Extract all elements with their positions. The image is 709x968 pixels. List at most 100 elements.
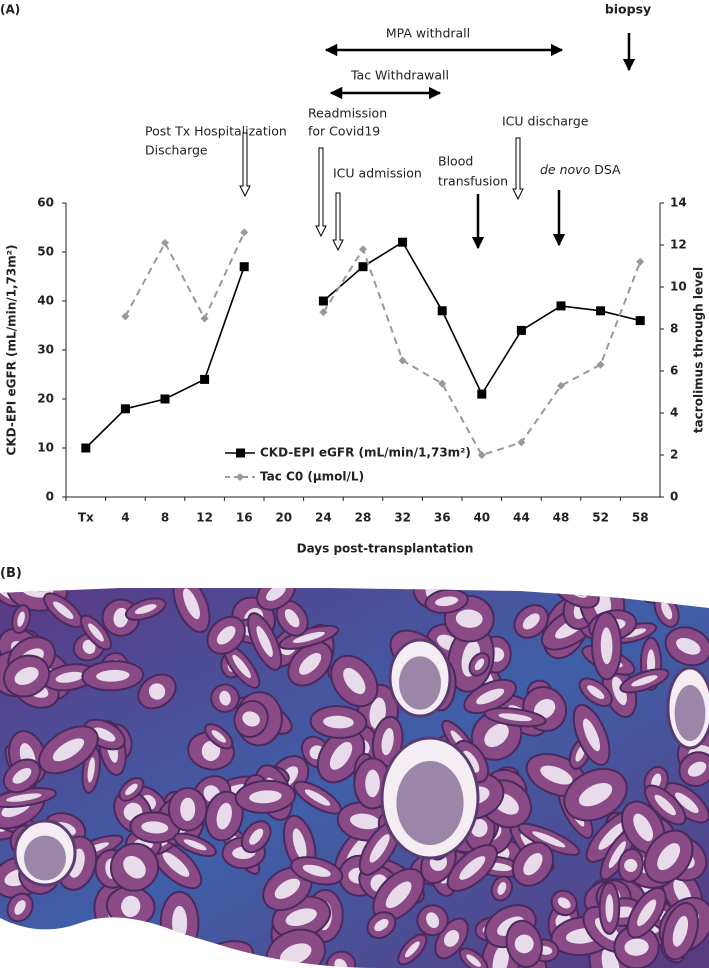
tubule-lumen bbox=[557, 897, 571, 909]
tubule-lumen bbox=[687, 761, 707, 777]
tubule-lumen bbox=[497, 882, 507, 895]
data-point bbox=[596, 306, 606, 316]
data-point bbox=[120, 404, 130, 414]
annotation: MPA withdrall bbox=[386, 26, 470, 41]
tubule-lumen bbox=[87, 757, 95, 783]
annotation: transfusion bbox=[438, 174, 508, 189]
tubule-lumen bbox=[492, 944, 509, 968]
y2-tick-label: 10 bbox=[670, 280, 687, 294]
tubule-lumen bbox=[141, 821, 169, 834]
tubule-lumen bbox=[302, 864, 331, 877]
annotation: for Covid19 bbox=[308, 124, 380, 139]
tubule-lumen bbox=[17, 611, 25, 627]
x-tick-label: 20 bbox=[275, 511, 292, 525]
tubule-lumen bbox=[587, 685, 605, 700]
glomerulus bbox=[24, 835, 66, 881]
x-tick-label: 48 bbox=[553, 511, 570, 525]
data-point bbox=[557, 381, 565, 390]
y-tick-label: 60 bbox=[37, 196, 54, 210]
tubule-lumen bbox=[162, 852, 190, 877]
histology-image bbox=[0, 588, 709, 968]
data-point bbox=[358, 262, 368, 272]
tubule-lumen bbox=[292, 631, 326, 643]
x-tick-label: 32 bbox=[394, 511, 411, 525]
data-point bbox=[200, 374, 210, 384]
tubule-lumen bbox=[612, 676, 627, 706]
tubule-lumen bbox=[637, 899, 657, 927]
tubule-lumen bbox=[113, 607, 129, 628]
tubule-lumen bbox=[249, 790, 282, 804]
tubule-lumen bbox=[600, 627, 613, 665]
data-point bbox=[398, 356, 407, 365]
glomerulus bbox=[399, 656, 441, 710]
tubule-lumen bbox=[598, 822, 626, 850]
data-point bbox=[635, 316, 645, 326]
tubule-lumen bbox=[672, 915, 689, 947]
tubule-lumen bbox=[125, 783, 138, 796]
x-tick-label: 36 bbox=[434, 511, 451, 525]
tubule-lumen bbox=[55, 671, 84, 683]
data-point bbox=[161, 238, 169, 247]
tubule-lumen bbox=[459, 856, 486, 880]
y2-tick-label: 6 bbox=[670, 364, 678, 378]
tubule-lumen bbox=[654, 794, 676, 816]
tubule-lumen bbox=[498, 713, 532, 722]
annotation-part: de novo bbox=[540, 162, 591, 177]
tubule-lumen bbox=[266, 588, 286, 601]
data-point bbox=[81, 443, 91, 453]
x-tick-label: Tx bbox=[78, 511, 94, 525]
tubule-lumen bbox=[183, 588, 200, 620]
tubule-lumen bbox=[661, 601, 673, 620]
panel-label: (B) bbox=[0, 566, 22, 581]
tubule-lumen bbox=[462, 750, 480, 773]
tubule-lumen bbox=[299, 652, 322, 675]
y-tick-label: 0 bbox=[46, 490, 54, 504]
y2-axis-title: tacrolimus through level bbox=[692, 267, 706, 433]
y2-tick-label: 12 bbox=[670, 238, 687, 252]
tubule-lumen bbox=[644, 588, 662, 595]
tubule-lumen bbox=[426, 912, 440, 929]
tubule-lumen bbox=[578, 783, 613, 807]
tubule-lumen bbox=[631, 675, 658, 687]
tubule-lumen bbox=[242, 711, 260, 727]
tubule-lumen bbox=[284, 609, 300, 628]
tubule-lumen bbox=[466, 954, 481, 967]
data-point bbox=[121, 312, 130, 321]
x-tick-label: 44 bbox=[513, 511, 530, 525]
data-point bbox=[556, 301, 566, 311]
tubule-lumen bbox=[334, 958, 348, 968]
x-tick-label: 58 bbox=[632, 511, 649, 525]
glomerulus bbox=[396, 761, 464, 845]
tubule-lumen bbox=[624, 938, 649, 956]
tubule-lumen bbox=[12, 767, 32, 784]
tubule-lumen bbox=[444, 930, 460, 947]
tubule-lumen bbox=[52, 738, 85, 762]
y-tick-label: 50 bbox=[37, 245, 54, 259]
annotation: Discharge bbox=[145, 143, 208, 158]
data-point bbox=[477, 451, 486, 459]
legend-marker bbox=[236, 448, 245, 458]
tubule-lumen bbox=[657, 843, 681, 871]
legend-marker bbox=[236, 473, 244, 481]
tubule-lumen bbox=[14, 900, 26, 915]
tubule-lumen bbox=[123, 855, 146, 879]
annotation-part: DSA bbox=[594, 162, 621, 177]
x-tick-label: 24 bbox=[315, 511, 332, 525]
y2-tick-label: 4 bbox=[670, 406, 678, 420]
data-point bbox=[239, 262, 249, 272]
tubule-lumen bbox=[280, 943, 312, 965]
data-point bbox=[477, 389, 487, 399]
data-point bbox=[200, 314, 209, 323]
data-point bbox=[516, 325, 526, 335]
tubule-lumen bbox=[323, 715, 354, 729]
event-arrow bbox=[239, 132, 524, 252]
tubule-lumen bbox=[183, 839, 207, 851]
y-tick-label: 30 bbox=[37, 343, 54, 357]
tubule-lumen bbox=[121, 895, 141, 918]
data-point bbox=[318, 296, 328, 306]
tubule-lumen bbox=[540, 765, 573, 785]
annotation: Readmission bbox=[308, 106, 387, 121]
legend-label: Tac C0 (µmol/L) bbox=[260, 470, 364, 484]
tubule-lumen bbox=[201, 740, 221, 761]
